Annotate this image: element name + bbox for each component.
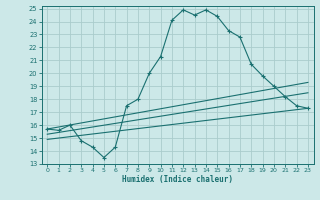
X-axis label: Humidex (Indice chaleur): Humidex (Indice chaleur): [122, 175, 233, 184]
